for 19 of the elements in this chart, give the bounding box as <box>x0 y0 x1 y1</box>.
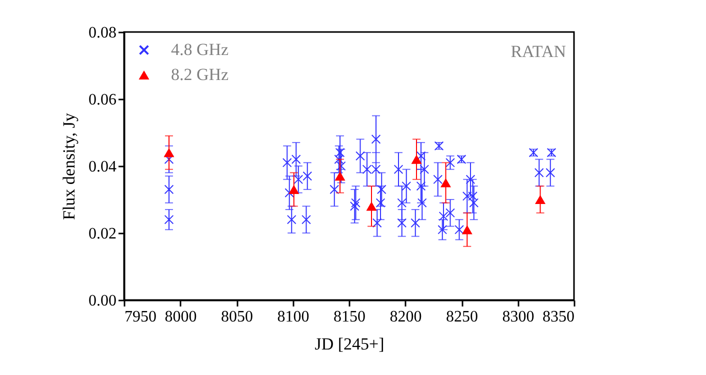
annotation: RATAN <box>510 42 566 61</box>
x-tick-label: 8300 <box>502 308 534 326</box>
y-tick-label: 0.04 <box>88 158 116 176</box>
x-axis-title: JD [245+] <box>314 334 384 354</box>
y-tick-label: 0.06 <box>88 92 116 108</box>
y-axis-title: Flux density, Jy <box>60 112 78 220</box>
x-tick-label: 8000 <box>164 308 197 326</box>
x-tick-label: 8050 <box>221 308 253 326</box>
y-tick-label: 0.02 <box>88 226 116 242</box>
y-tick-label: 0.00 <box>88 292 116 310</box>
x-tick-label: 8200 <box>390 308 422 326</box>
x-tick-label: 8100 <box>277 308 310 326</box>
y-tick-label: 0.08 <box>88 24 116 42</box>
legend-label: 4.8 GHz <box>171 40 230 59</box>
legend-label: 8.2 GHz <box>171 65 230 84</box>
x-tick-label: 8250 <box>446 308 478 326</box>
x-tick-label: 8150 <box>334 308 366 326</box>
x-tick-label: 7950 <box>124 308 156 326</box>
x-tick-label: 8350 <box>542 308 574 326</box>
